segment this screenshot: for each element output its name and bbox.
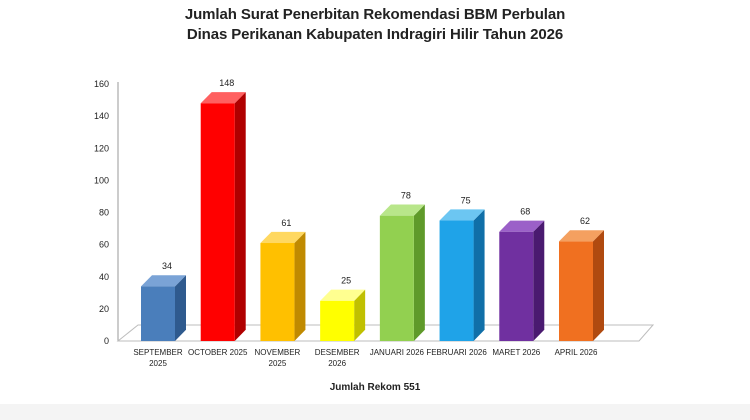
bar-data-label: 68 (520, 207, 530, 217)
bar-data-label: 148 (219, 78, 234, 88)
bar-front (499, 231, 534, 341)
bar-data-label: 61 (281, 218, 291, 228)
bar-top (499, 220, 545, 232)
x-tick-label: 2025 (149, 359, 167, 368)
bar-front (141, 286, 175, 341)
x-tick-label: FEBRUARI 2026 (426, 348, 487, 357)
bar: 78 (379, 191, 425, 341)
bar: 68 (499, 207, 545, 341)
y-tick-label: 60 (99, 240, 109, 250)
bar-front (559, 241, 593, 341)
bar-side (593, 230, 604, 341)
bar-side (354, 289, 366, 341)
bar-top (320, 289, 366, 301)
bar-side (234, 92, 246, 341)
bar-side (413, 204, 425, 341)
bar-data-label: 75 (461, 195, 471, 205)
x-tick-label: SEPTEMBER (133, 348, 183, 357)
bottom-band (0, 404, 750, 420)
y-tick-label: 20 (99, 304, 109, 314)
bar-front (200, 103, 235, 342)
x-tick-label: 2026 (328, 359, 346, 368)
y-tick-label: 100 (94, 175, 109, 185)
bar: 148 (200, 78, 246, 342)
bar-top (260, 231, 306, 244)
x-tick-label: OCTOBER 2025 (188, 348, 248, 357)
bar-top (559, 230, 604, 242)
bar: 25 (320, 276, 366, 341)
y-tick-label: 0 (104, 336, 109, 346)
bar-front (260, 243, 295, 341)
bar-front (320, 300, 355, 341)
bar: 62 (559, 216, 604, 341)
x-tick-label: JANUARI 2026 (370, 348, 425, 357)
bar-front (439, 220, 474, 341)
bar-top (200, 92, 246, 104)
total-rekom-label: Jumlah Rekom 551 (329, 382, 421, 393)
y-tick-label: 160 (94, 79, 109, 89)
bar: 61 (260, 218, 306, 341)
x-tick-label: APRIL 2026 (555, 348, 598, 357)
y-tick-label: 120 (94, 143, 109, 153)
bar-side (175, 275, 186, 341)
bar-data-label: 78 (401, 191, 411, 201)
x-tick-label: NOVEMBER (255, 348, 301, 357)
bar-data-label: 25 (341, 276, 351, 286)
y-tick-label: 80 (99, 208, 109, 218)
y-tick-label: 140 (94, 111, 109, 121)
bar-top (379, 204, 425, 216)
bar-top (439, 209, 485, 221)
x-tick-label: DESEMBER (315, 348, 360, 357)
bar-data-label: 34 (162, 261, 172, 271)
chart-title-line-2: Dinas Perikanan Kabupaten Indragiri Hili… (186, 26, 564, 43)
bar-front (379, 215, 414, 341)
bar-side (473, 209, 485, 341)
x-tick-label: 2025 (269, 359, 287, 368)
bar-side (533, 220, 545, 341)
bar-data-label: 62 (580, 216, 590, 226)
bar-side (294, 231, 306, 341)
x-tick-label: MARET 2026 (492, 348, 540, 357)
bar-top (141, 275, 186, 287)
y-tick-label: 40 (99, 272, 109, 282)
bar: 34 (141, 261, 186, 341)
chart-title-line-1: Jumlah Surat Penerbitan Rekomendasi BBM … (184, 6, 566, 23)
bar: 75 (439, 195, 485, 341)
